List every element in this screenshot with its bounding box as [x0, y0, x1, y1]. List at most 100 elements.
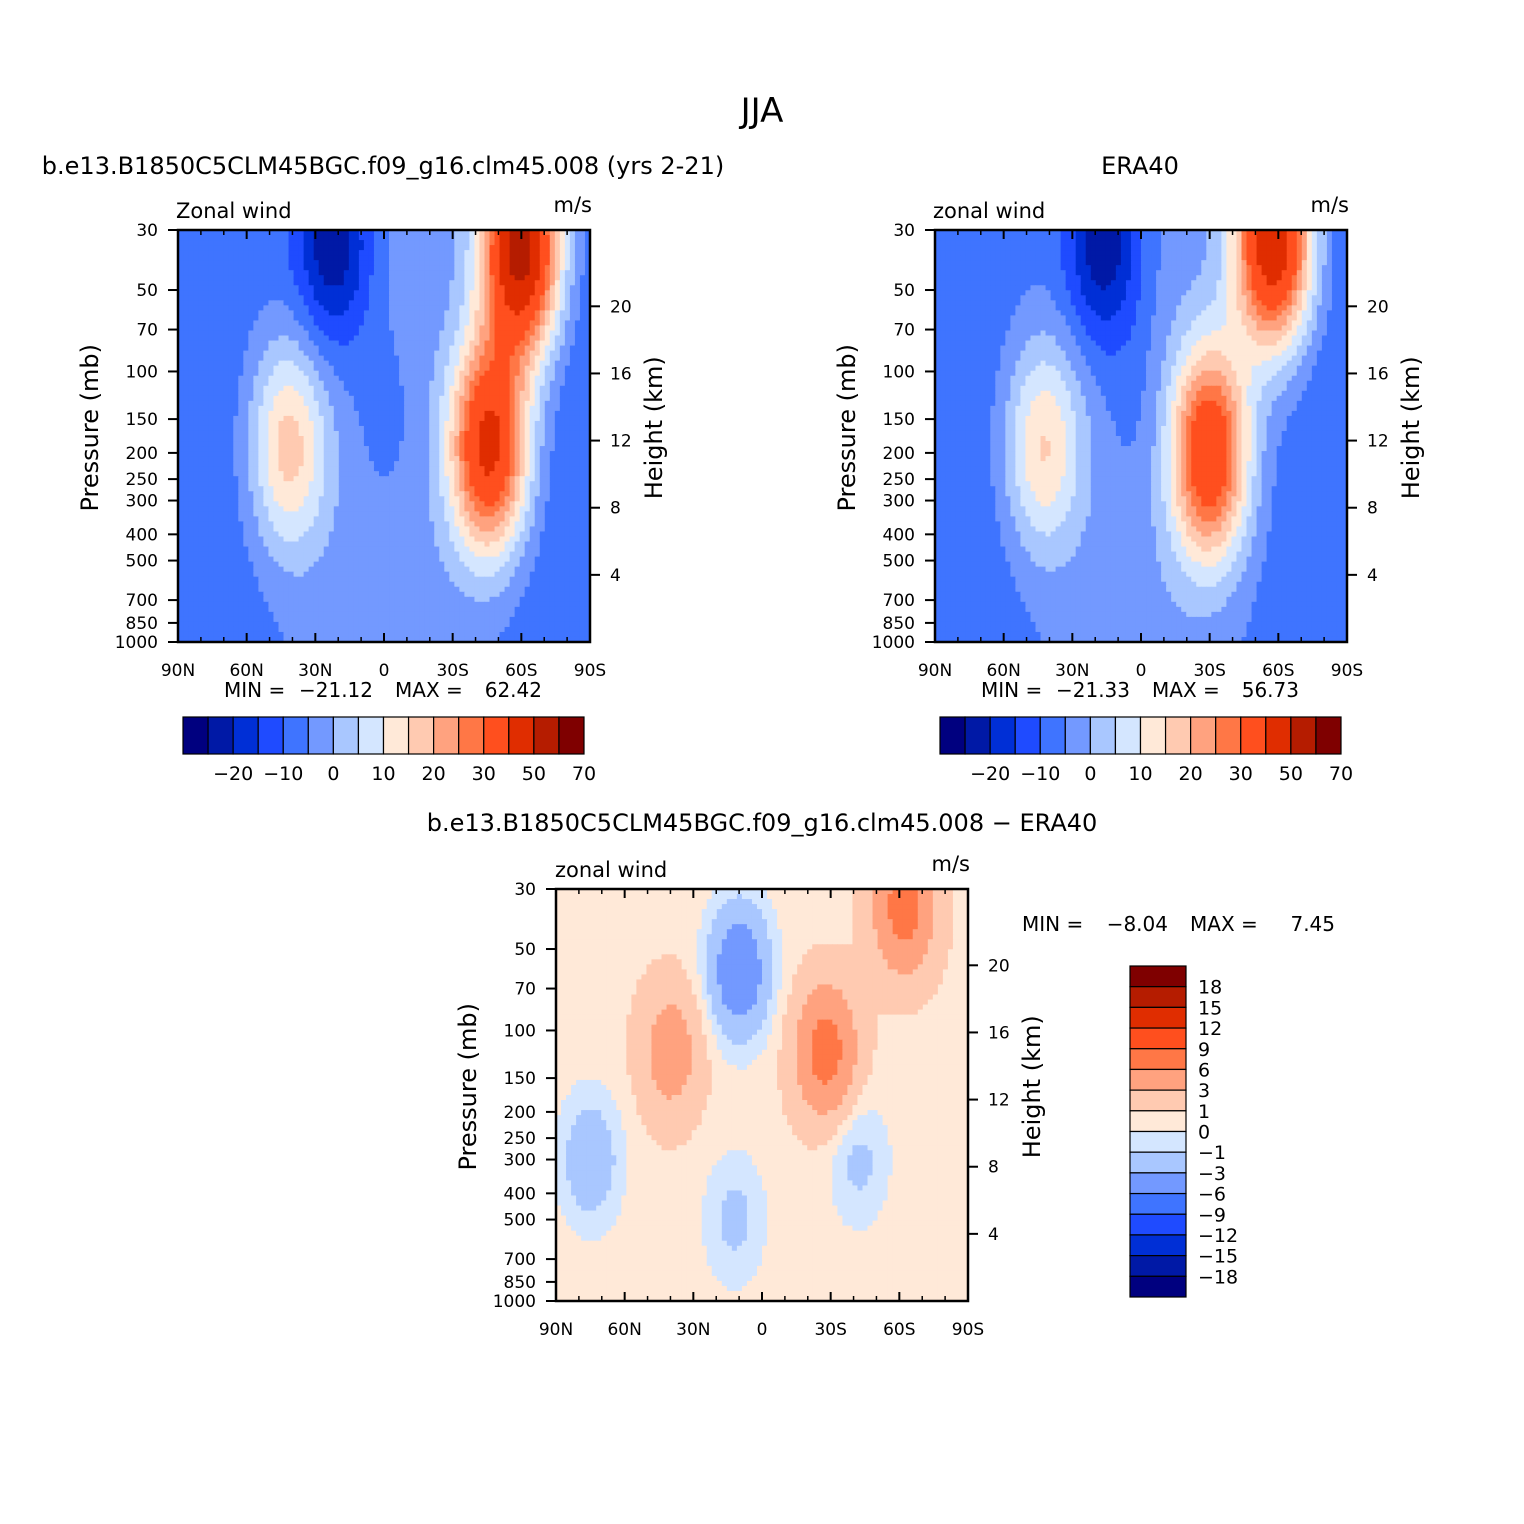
contour-cell: [500, 361, 506, 367]
contour-cell: [510, 446, 516, 452]
contour-cell: [459, 486, 465, 492]
contour-cell: [374, 341, 380, 347]
contour-cell: [183, 381, 189, 387]
contour-cell: [248, 361, 254, 367]
contour-cell: [535, 516, 541, 522]
contour-cell: [520, 320, 526, 326]
contour-cell: [374, 280, 380, 286]
contour-cell: [374, 330, 380, 336]
contour-cell: [309, 446, 315, 452]
contour-cell: [454, 511, 460, 517]
contour-cell: [449, 315, 455, 321]
contour-cell: [228, 451, 234, 457]
contour-cell: [299, 476, 305, 482]
contour-cell: [459, 436, 465, 442]
contour-cell: [289, 456, 295, 462]
contour-cell: [510, 496, 516, 502]
contour-cell: [419, 336, 425, 342]
contour-cell: [540, 240, 546, 246]
contour-cell: [183, 501, 189, 507]
contour-cell: [334, 371, 340, 377]
contour-cell: [414, 290, 420, 296]
contour-cell: [258, 451, 264, 457]
contour-cell: [469, 476, 475, 482]
contour-cell: [314, 381, 320, 387]
contour-cell: [570, 381, 576, 387]
panel-model: b.e13.B1850C5CLM45BGC.f09_g16.clm45.008 …: [42, 152, 724, 785]
contour-cell: [344, 516, 350, 522]
contour-cell: [454, 456, 460, 462]
contour-cell: [439, 531, 445, 537]
contour-cell: [459, 496, 465, 502]
contour-cell: [208, 446, 214, 452]
contour-cell: [555, 255, 561, 261]
contour-cell: [550, 496, 556, 502]
contour-cell: [575, 346, 581, 352]
contour-cell: [520, 501, 526, 507]
contour-cell: [570, 391, 576, 397]
contour-cell: [233, 346, 239, 352]
contour-cell: [273, 521, 279, 527]
contour-cell: [580, 501, 586, 507]
contour-cell: [228, 336, 234, 342]
contour-cell: [530, 416, 536, 422]
contour-cell: [469, 516, 475, 522]
contour-cell: [369, 471, 375, 477]
contour-cell: [530, 401, 536, 407]
contour-cell: [218, 356, 224, 362]
contour-cell: [580, 456, 586, 462]
contour-cell: [344, 376, 350, 382]
contour-cell: [535, 346, 541, 352]
contour-cell: [364, 356, 370, 362]
contour-cell: [364, 351, 370, 357]
contour-cell: [289, 300, 295, 306]
contour-cell: [268, 285, 274, 291]
contour-cell: [364, 366, 370, 372]
contour-cell: [314, 320, 320, 326]
contour-cell: [319, 255, 325, 261]
contour-cell: [369, 431, 375, 437]
contour-cell: [409, 310, 415, 316]
contour-cell: [459, 476, 465, 482]
contour-cell: [479, 406, 485, 412]
contour-cell: [520, 366, 526, 372]
contour-cell: [334, 260, 340, 266]
contour-cell: [253, 401, 259, 407]
contour-cell: [248, 476, 254, 482]
contour-cell: [248, 411, 254, 417]
contour-cell: [248, 265, 254, 271]
contour-cell: [188, 250, 194, 256]
contour-cell: [505, 511, 511, 517]
contour-cell: [334, 396, 340, 402]
contour-cell: [203, 501, 209, 507]
contour-cell: [314, 315, 320, 321]
contour-cell: [294, 416, 300, 422]
contour-cell: [520, 406, 526, 412]
contour-cell: [253, 431, 259, 437]
contour-cell: [565, 295, 571, 301]
contour-cell: [248, 280, 254, 286]
contour-cell: [374, 471, 380, 477]
contour-cell: [304, 305, 310, 311]
contour-cell: [515, 351, 521, 357]
contour-cell: [203, 531, 209, 537]
contour-cell: [550, 481, 556, 487]
contour-cell: [273, 496, 279, 502]
contour-cell: [560, 501, 566, 507]
contour-cell: [258, 396, 264, 402]
contour-cell: [434, 466, 440, 472]
contour-cell: [289, 285, 295, 291]
contour-cell: [389, 250, 395, 256]
contour-cell: [349, 376, 355, 382]
contour-cell: [218, 290, 224, 296]
contour-cell: [454, 406, 460, 412]
contour-cell: [188, 531, 194, 537]
contour-cell: [268, 396, 274, 402]
contour-cell: [545, 411, 551, 417]
contour-cell: [384, 290, 390, 296]
contour-cell: [319, 265, 325, 271]
contour-cell: [444, 300, 450, 306]
contour-cell: [263, 275, 269, 281]
contour-cell: [555, 451, 561, 457]
contour-cell: [565, 260, 571, 266]
